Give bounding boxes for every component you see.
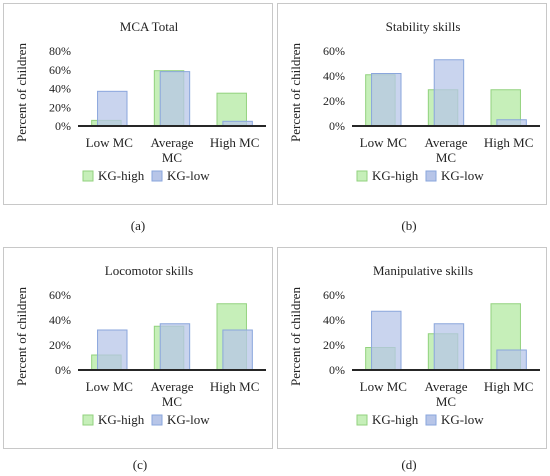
- y-axis-label: Percent of children: [288, 287, 303, 386]
- x-tick-label: Average: [150, 379, 193, 394]
- legend-swatch-kg-low: [151, 170, 163, 182]
- legend-swatch-kg-low: [425, 414, 437, 426]
- y-tick-label: 40%: [323, 313, 345, 327]
- y-tick-label: 80%: [49, 44, 71, 58]
- chart-title: Stability skills: [386, 19, 461, 34]
- y-tick-label: 0%: [329, 119, 345, 133]
- bar-kg-low: [371, 310, 402, 371]
- y-tick-label: 20%: [49, 338, 71, 352]
- caption-d: (d): [401, 457, 417, 472]
- y-axis-label: Percent of children: [288, 43, 303, 142]
- x-tick-label: MC: [436, 394, 456, 409]
- x-tick-label: Low MC: [360, 135, 407, 150]
- bar-kg-low: [496, 349, 527, 371]
- chart-a: MCA Total Percent of children 0% 20% 40% 60% 8…: [14, 19, 266, 183]
- x-tick-label: High MC: [484, 379, 533, 394]
- legend-label-kg-low: KG-low: [167, 412, 210, 427]
- legend-label-kg-low: KG-low: [441, 168, 484, 183]
- chart-panel-d: Manipulative skills Percent of children 0%…: [277, 247, 547, 449]
- chart-title: MCA Total: [120, 19, 179, 34]
- y-tick-label: 60%: [323, 288, 345, 302]
- legend-swatch-kg-low: [425, 170, 437, 182]
- y-tick-label: 60%: [323, 44, 345, 58]
- x-tick-label: MC: [162, 150, 182, 165]
- x-tick-label: MC: [436, 150, 456, 165]
- y-tick-label: 20%: [323, 338, 345, 352]
- y-tick-label: 0%: [55, 363, 71, 377]
- chart-d: Manipulative skills Percent of children 0%…: [288, 263, 540, 427]
- y-tick-label: 0%: [55, 119, 71, 133]
- x-tick-label: Low MC: [86, 135, 133, 150]
- y-tick-label: 60%: [49, 288, 71, 302]
- bar-kg-low: [97, 329, 128, 371]
- x-tick-label: High MC: [210, 135, 259, 150]
- bar-kg-low: [222, 329, 253, 371]
- bar-kg-low: [159, 71, 191, 127]
- y-tick-label: 0%: [329, 363, 345, 377]
- legend-label-kg-high: KG-high: [98, 168, 145, 183]
- legend-label-kg-low: KG-low: [441, 412, 484, 427]
- y-axis-label: Percent of children: [14, 43, 29, 142]
- legend-swatch-kg-low: [151, 414, 163, 426]
- y-tick-label: 40%: [323, 69, 345, 83]
- chart-c: Locomotor skills Percent of children 0% 20%…: [14, 263, 266, 427]
- caption-a: (a): [130, 218, 146, 233]
- caption-c: (c): [132, 457, 148, 472]
- chart-b: Stability skills Percent of children 0% 20%…: [288, 19, 540, 183]
- y-tick-label: 60%: [49, 63, 71, 77]
- x-tick-label: Average: [150, 135, 193, 150]
- bar-kg-low: [433, 323, 465, 371]
- chart-title: Manipulative skills: [373, 263, 473, 278]
- y-tick-label: 40%: [49, 82, 71, 96]
- chart-title: Locomotor skills: [105, 263, 193, 278]
- chart-panel-b: Stability skills Percent of children 0% 20%…: [277, 3, 547, 205]
- y-tick-label: 20%: [49, 100, 71, 114]
- y-axis-label: Percent of children: [14, 287, 29, 386]
- chart-panel-c: Locomotor skills Percent of children 0% 20%…: [3, 247, 273, 449]
- y-tick-label: 20%: [323, 94, 345, 108]
- legend-label-kg-low: KG-low: [167, 168, 210, 183]
- bar-kg-low: [159, 323, 191, 371]
- x-tick-label: High MC: [210, 379, 259, 394]
- x-tick-label: Low MC: [86, 379, 133, 394]
- legend-swatch-kg-high: [356, 170, 368, 182]
- bar-kg-low: [97, 90, 128, 127]
- legend-label-kg-high: KG-high: [372, 412, 419, 427]
- x-tick-label: MC: [162, 394, 182, 409]
- x-tick-label: Average: [424, 379, 467, 394]
- caption-b: (b): [401, 218, 417, 233]
- bar-kg-low: [433, 59, 465, 127]
- x-tick-label: Low MC: [360, 379, 407, 394]
- legend-label-kg-high: KG-high: [372, 168, 419, 183]
- x-tick-label: Average: [424, 135, 467, 150]
- bar-kg-low: [371, 73, 402, 127]
- legend-swatch-kg-high: [356, 414, 368, 426]
- legend-swatch-kg-high: [82, 170, 94, 182]
- y-tick-label: 40%: [49, 313, 71, 327]
- legend-swatch-kg-high: [82, 414, 94, 426]
- legend-label-kg-high: KG-high: [98, 412, 145, 427]
- chart-panel-a: MCA Total Percent of children 0% 20% 40% 60% 8…: [3, 3, 273, 205]
- x-tick-label: High MC: [484, 135, 533, 150]
